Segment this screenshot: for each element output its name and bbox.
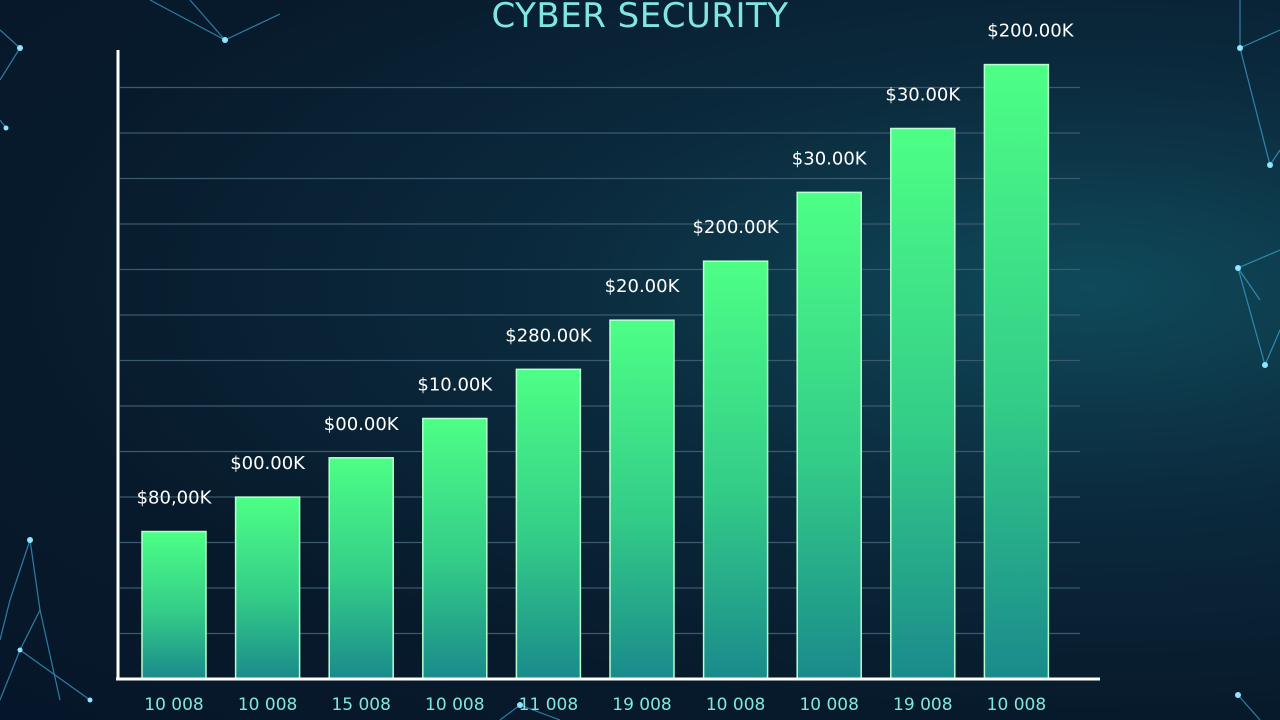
bar <box>422 417 488 680</box>
chart-title: CYBER SECURITY <box>491 0 789 36</box>
value-label: $30.00K <box>885 84 961 105</box>
bar <box>328 457 394 680</box>
bar <box>702 260 769 680</box>
x-tick-label: 10 008 <box>799 695 858 715</box>
value-label: $200.00K <box>692 217 779 238</box>
value-label: $10.00K <box>417 374 493 395</box>
bar <box>983 63 1050 680</box>
x-tick-label: 15 008 <box>331 695 390 715</box>
bar <box>609 319 675 680</box>
value-label: $80,00K <box>137 488 213 509</box>
value-label: $00.00K <box>230 453 306 474</box>
x-tick-label: 11 008 <box>519 695 578 715</box>
value-label: $200.00K <box>987 21 1074 42</box>
x-tick-label: 10 008 <box>144 695 203 715</box>
bar <box>796 191 862 680</box>
x-tick-label: 10 008 <box>987 695 1046 715</box>
x-tick-label: 10 008 <box>706 695 765 715</box>
bar <box>234 496 301 680</box>
value-label: $00.00K <box>324 414 400 435</box>
bar <box>515 368 582 680</box>
bar <box>141 530 207 680</box>
x-tick-label: 10 008 <box>425 695 484 715</box>
bar <box>890 127 956 680</box>
x-tick-label: 19 008 <box>893 695 952 715</box>
value-label: $30.00K <box>792 148 868 169</box>
value-label: $280.00K <box>505 325 592 346</box>
value-label: $20.00K <box>605 276 681 297</box>
x-tick-label: 10 008 <box>238 695 297 715</box>
x-tick-label: 19 008 <box>612 695 671 715</box>
